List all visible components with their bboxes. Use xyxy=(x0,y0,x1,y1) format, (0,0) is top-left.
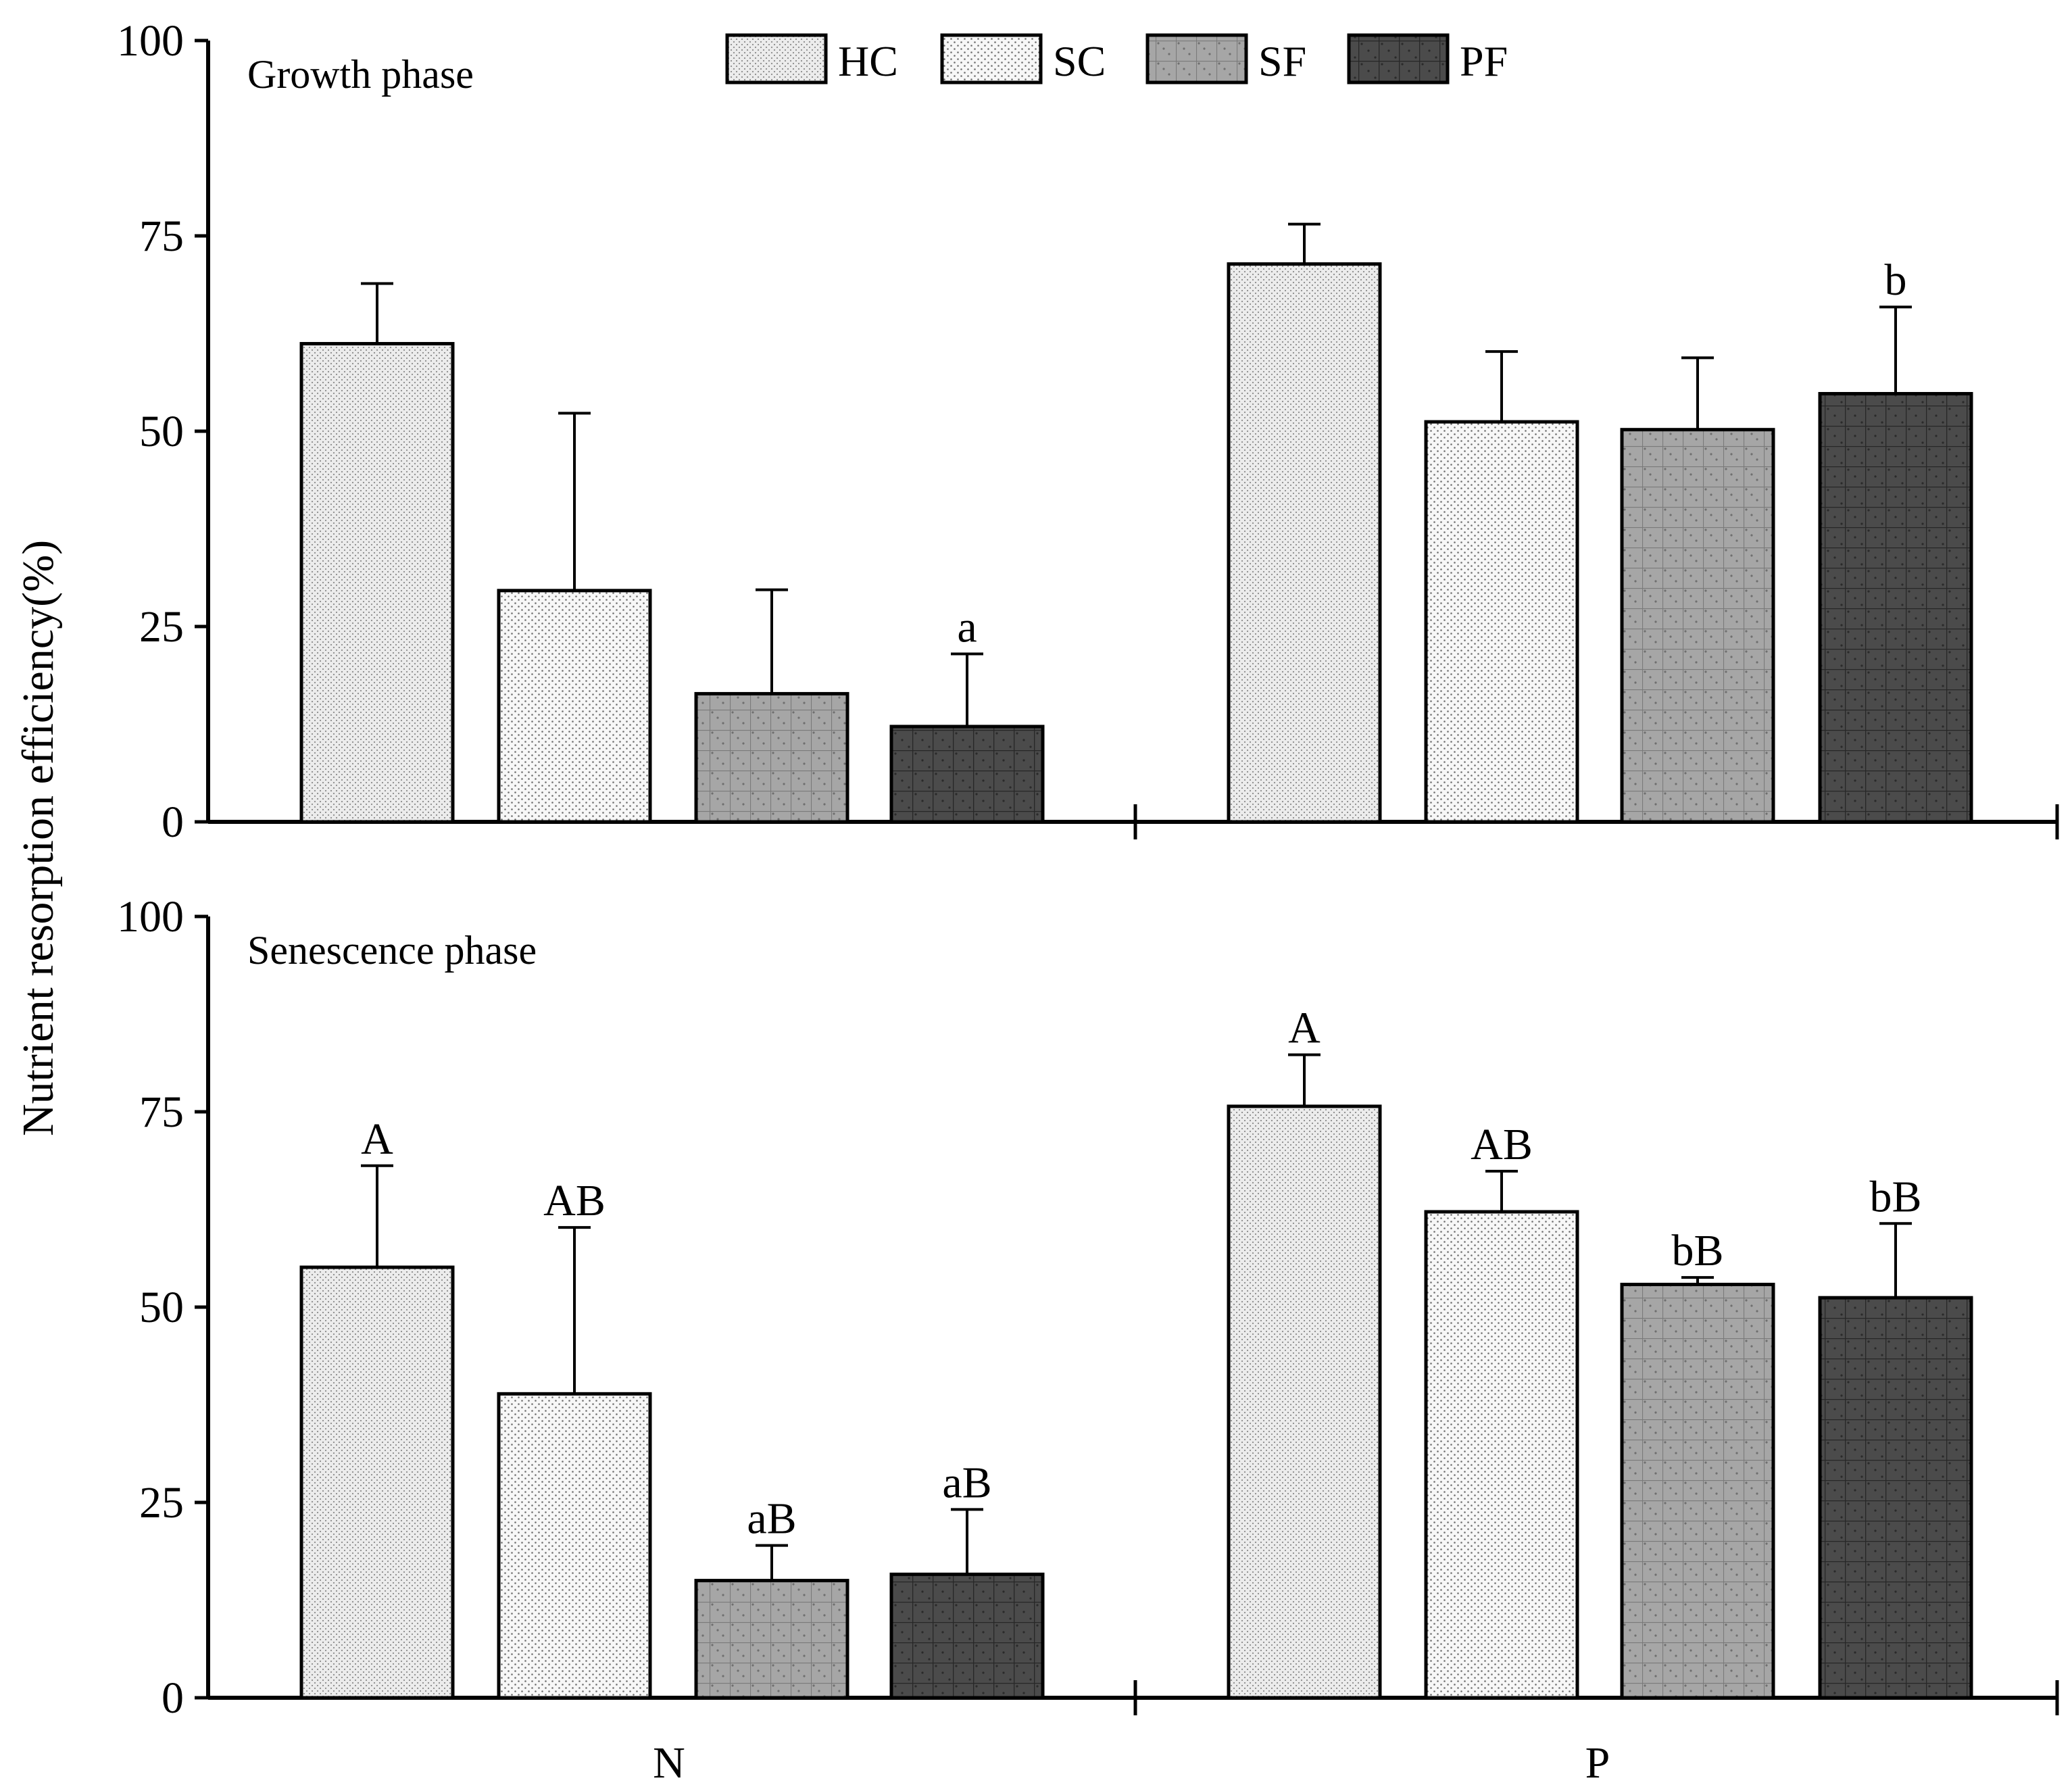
legend: HC SC SF PF xyxy=(725,33,1508,85)
bar-sf-n xyxy=(694,691,849,824)
y-tick-label: 0 xyxy=(162,798,184,847)
error-bar xyxy=(1681,356,1714,430)
legend-label-sc: SC xyxy=(1053,37,1106,85)
bar-pf-p xyxy=(1818,392,1973,824)
error-bar xyxy=(1879,305,1912,394)
y-tick-label: 100 xyxy=(117,892,184,941)
panel-label: Senescence phase xyxy=(247,928,537,973)
error-bar xyxy=(756,1544,788,1581)
significance-label: A xyxy=(361,1114,393,1164)
bar-pf-n xyxy=(889,725,1045,824)
panel-growth: 0 25 50 75 100 Growth phase a b xyxy=(117,16,2059,847)
significance-label: aB xyxy=(747,1494,796,1544)
chart-panels: 0 25 50 75 100 Growth phase a b 0 25 50 75 100 Senesc… xyxy=(117,16,2059,1723)
significance-label: aB xyxy=(942,1458,991,1507)
category-label-p: P xyxy=(1585,1738,1610,1788)
y-tick-label: 25 xyxy=(139,1478,184,1527)
error-bar xyxy=(1485,350,1518,422)
significance-label: b xyxy=(1885,255,1907,305)
error-bar xyxy=(558,1226,591,1394)
bar-sf-p xyxy=(1620,1282,1775,1700)
bar-sf-n xyxy=(694,1579,849,1700)
bar-sf-p xyxy=(1620,428,1775,824)
legend-label-pf: PF xyxy=(1460,37,1508,85)
y-tick-label: 50 xyxy=(139,1283,184,1332)
bar-pf-n xyxy=(889,1572,1045,1700)
category-label-n: N xyxy=(653,1738,685,1788)
bar-hc-p xyxy=(1227,262,1382,824)
y-tick-label: 100 xyxy=(117,16,184,66)
error-bar xyxy=(1288,222,1321,264)
bar-hc-n xyxy=(299,342,455,824)
y-tick-label: 25 xyxy=(139,602,184,652)
legend-label-sf: SF xyxy=(1258,37,1306,85)
bar-sc-p xyxy=(1424,420,1579,824)
bar-pf-p xyxy=(1818,1296,1973,1700)
error-bar xyxy=(756,588,788,694)
legend-swatch-hc xyxy=(725,33,828,84)
y-tick-label: 0 xyxy=(162,1673,184,1723)
significance-label: AB xyxy=(1471,1120,1533,1169)
error-bar xyxy=(1879,1222,1912,1298)
legend-swatch-sc xyxy=(940,33,1043,84)
category-labels: N P xyxy=(653,1738,1610,1788)
error-bar xyxy=(361,1164,393,1268)
error-bar xyxy=(1681,1276,1714,1285)
bar-sc-n xyxy=(497,589,652,824)
error-bar xyxy=(361,282,393,344)
significance-label: a xyxy=(957,602,977,652)
bar-hc-p xyxy=(1227,1104,1382,1700)
legend-swatch-sf xyxy=(1145,33,1248,84)
significance-label: AB xyxy=(543,1176,606,1225)
legend-swatch-pf xyxy=(1347,33,1450,84)
panel-senescence: 0 25 50 75 100 Senescence phase A A AB AB aB bB aB bB xyxy=(117,892,2059,1723)
significance-label: bB xyxy=(1869,1172,1921,1221)
y-tick-label: 50 xyxy=(139,407,184,456)
bar-sc-n xyxy=(497,1392,652,1700)
error-bar xyxy=(951,1508,983,1575)
y-tick-label: 75 xyxy=(139,212,184,261)
error-bar xyxy=(1288,1053,1321,1106)
y-axis-label: Nutrient resorption efficiency(%) xyxy=(14,540,63,1136)
significance-label: A xyxy=(1288,1004,1321,1053)
significance-label: bB xyxy=(1671,1226,1723,1275)
legend-label-hc: HC xyxy=(838,37,898,85)
error-bar xyxy=(1485,1169,1518,1212)
panel-label: Growth phase xyxy=(247,52,474,97)
error-bar xyxy=(951,652,983,727)
bar-sc-p xyxy=(1424,1210,1579,1700)
bar-hc-n xyxy=(299,1265,455,1700)
error-bar xyxy=(558,412,591,591)
y-tick-label: 75 xyxy=(139,1087,184,1137)
